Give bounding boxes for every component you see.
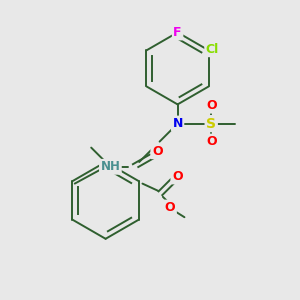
- Text: O: O: [152, 145, 163, 158]
- Text: N: N: [172, 117, 183, 130]
- Text: F: F: [173, 26, 182, 39]
- Text: O: O: [165, 201, 176, 214]
- Text: Cl: Cl: [206, 43, 219, 56]
- Text: O: O: [172, 170, 183, 183]
- Text: O: O: [206, 135, 217, 148]
- Text: NH: NH: [100, 160, 120, 173]
- Text: O: O: [206, 99, 217, 112]
- Text: S: S: [206, 117, 216, 130]
